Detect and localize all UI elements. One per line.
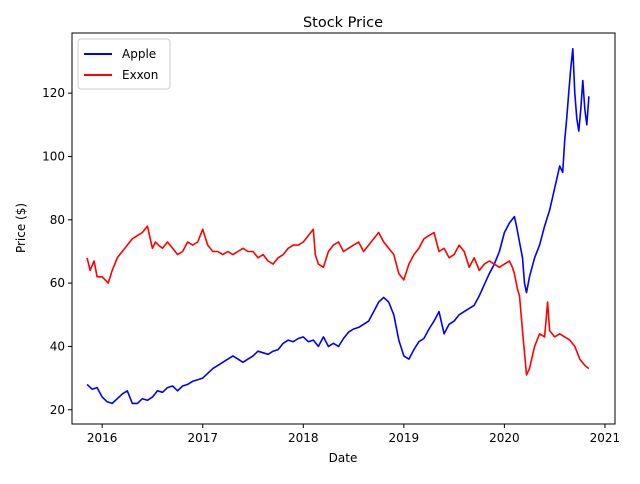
x-tick-label: 2021: [590, 431, 621, 445]
series-line-apple: [86, 47, 590, 405]
y-tick-label: 60: [50, 276, 65, 290]
series-layer: [86, 47, 590, 405]
x-axis-ticks: 2016 2017 2018 2019 2020 2021: [87, 424, 620, 445]
x-tick-label: 2019: [389, 431, 420, 445]
y-tick-label: 80: [50, 213, 65, 227]
y-tick-label: 120: [42, 86, 65, 100]
legend: Apple Exxon: [77, 38, 171, 90]
y-tick-label: 100: [42, 149, 65, 163]
x-tick-label: 2016: [87, 431, 118, 445]
legend-label-apple: Apple: [122, 47, 156, 61]
y-axis-ticks: 20 40 60 80 100 120: [42, 86, 72, 417]
plot-frame: [71, 32, 616, 425]
legend-label-exxon: Exxon: [122, 68, 158, 82]
y-tick-label: 40: [50, 339, 65, 353]
x-tick-label: 2017: [187, 431, 218, 445]
y-axis-label: Price ($): [14, 203, 28, 253]
y-tick-label: 20: [50, 403, 65, 417]
chart-title: Stock Price: [303, 15, 383, 31]
x-axis-label: Date: [329, 451, 358, 465]
legend-box: [77, 38, 171, 90]
x-tick-label: 2020: [489, 431, 520, 445]
x-tick-label: 2018: [288, 431, 319, 445]
series-line-exxon: [86, 225, 590, 376]
